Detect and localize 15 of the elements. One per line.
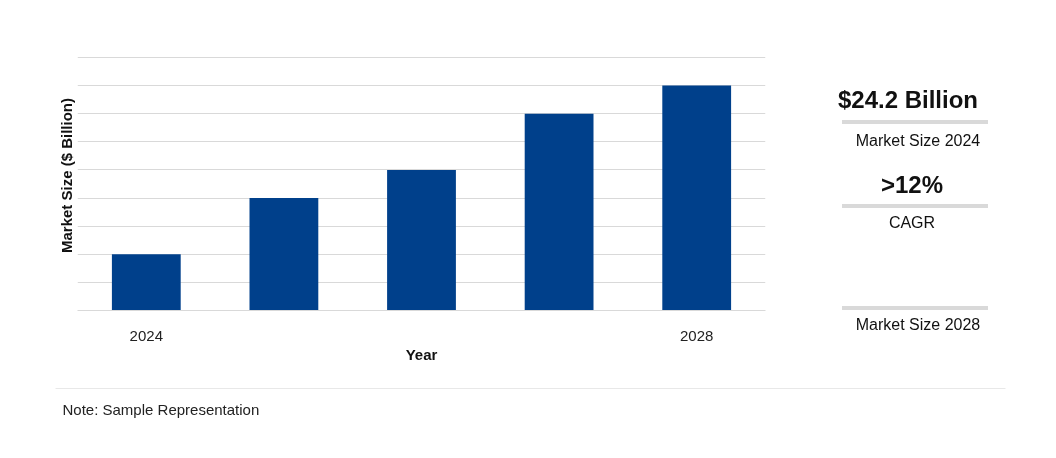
bar xyxy=(662,85,732,311)
text: CAGR xyxy=(888,214,936,232)
x-tick-label: 2028 xyxy=(680,326,714,344)
bar xyxy=(524,113,594,311)
bar xyxy=(249,198,319,311)
text: Market Size 2024 xyxy=(855,132,981,150)
text: Note: Sample Representation xyxy=(62,401,260,418)
y-axis-title: Market Size ($ Billion) xyxy=(57,97,75,254)
x-axis-title: Year xyxy=(405,345,438,363)
text: Market Size 2028 xyxy=(855,316,981,334)
x-tick-label: 2024 xyxy=(129,326,163,344)
text: >12% xyxy=(880,170,944,198)
text: $24.2 Billion xyxy=(837,85,979,113)
bar xyxy=(387,169,456,311)
bar xyxy=(111,254,181,311)
